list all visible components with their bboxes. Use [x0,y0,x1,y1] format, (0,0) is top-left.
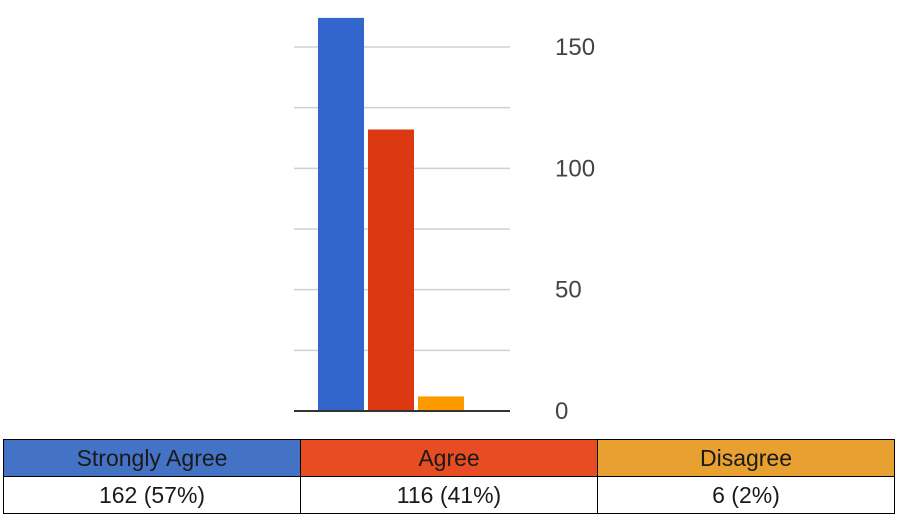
category-cell-agree: Agree [300,439,598,477]
y-tick-label-150: 150 [555,34,595,61]
chart-svg: 0 50 100 150 [294,17,595,425]
bar-disagree [418,396,464,411]
value-cell-agree: 116 (41%) [300,476,598,514]
bar-strongly-agree [318,17,364,411]
category-row: Strongly Agree Agree Disagree [3,439,895,477]
bar-agree [368,129,414,412]
y-tick-label-50: 50 [555,277,582,304]
value-row: 162 (57%) 116 (41%) 6 (2%) [3,476,895,514]
y-tick-label-0: 0 [555,398,568,425]
value-cell-strongly-agree: 162 (57%) [3,476,301,514]
category-cell-disagree: Disagree [597,439,895,477]
y-tick-label-100: 100 [555,155,595,182]
value-cell-disagree: 6 (2%) [597,476,895,514]
category-cell-strongly-agree: Strongly Agree [3,439,301,477]
legend-table: Strongly Agree Agree Disagree 162 (57%) … [3,439,895,514]
bar-chart: 0 50 100 150 [294,17,595,425]
